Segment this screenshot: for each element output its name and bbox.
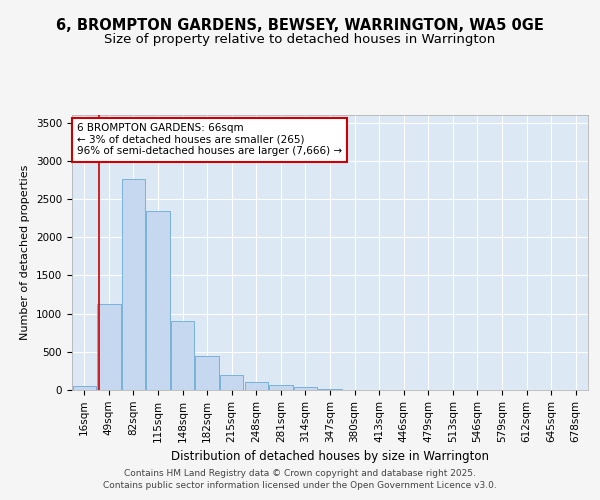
- Bar: [97, 304, 121, 390]
- Text: 6, BROMPTON GARDENS, BEWSEY, WARRINGTON, WA5 0GE: 6, BROMPTON GARDENS, BEWSEY, WARRINGTON,…: [56, 18, 544, 32]
- Bar: [269, 385, 293, 390]
- Bar: [294, 388, 317, 390]
- Bar: [146, 211, 170, 390]
- X-axis label: Distribution of detached houses by size in Warrington: Distribution of detached houses by size …: [171, 450, 489, 463]
- Text: Size of property relative to detached houses in Warrington: Size of property relative to detached ho…: [104, 32, 496, 46]
- Bar: [122, 179, 145, 390]
- Text: 6 BROMPTON GARDENS: 66sqm
← 3% of detached houses are smaller (265)
96% of semi-: 6 BROMPTON GARDENS: 66sqm ← 3% of detach…: [77, 123, 342, 156]
- Bar: [171, 322, 194, 390]
- Bar: [196, 356, 219, 390]
- Bar: [245, 382, 268, 390]
- Bar: [73, 386, 96, 390]
- Bar: [319, 389, 341, 390]
- Y-axis label: Number of detached properties: Number of detached properties: [20, 165, 31, 340]
- Text: Contains HM Land Registry data © Crown copyright and database right 2025.
Contai: Contains HM Land Registry data © Crown c…: [103, 468, 497, 490]
- Bar: [220, 376, 244, 390]
